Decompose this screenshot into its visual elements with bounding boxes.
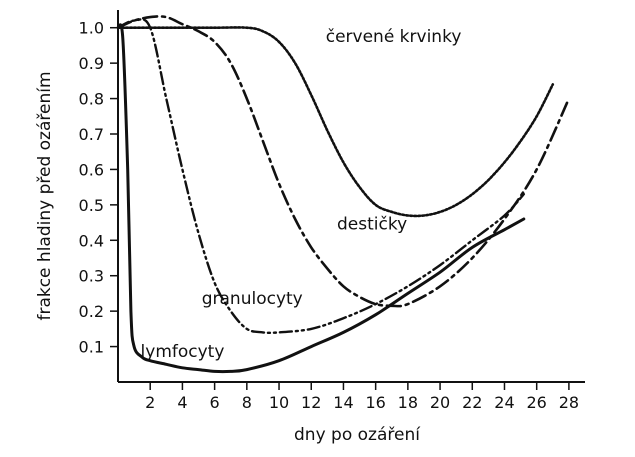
y-tick-label: 0.3 bbox=[79, 267, 104, 286]
y-tick-label: 0.4 bbox=[79, 231, 104, 250]
x-tick-label: 10 bbox=[269, 393, 289, 412]
x-axis-title: dny po ozáření bbox=[294, 425, 421, 445]
x-tick-label: 12 bbox=[301, 393, 321, 412]
x-tick-label: 2 bbox=[145, 393, 155, 412]
y-tick-label: 0.8 bbox=[79, 90, 104, 109]
series-label: destičky bbox=[337, 215, 407, 235]
y-tick-label: 0.5 bbox=[79, 196, 104, 215]
y-tick-label: 0.6 bbox=[79, 160, 104, 179]
series-label: granulocyty bbox=[202, 289, 303, 309]
x-tick-label: 20 bbox=[430, 393, 450, 412]
x-tick-label: 28 bbox=[559, 393, 579, 412]
series-line-0 bbox=[116, 23, 526, 374]
x-tick-label: 22 bbox=[462, 393, 482, 412]
x-tick-label: 26 bbox=[527, 393, 547, 412]
series-group bbox=[116, 15, 571, 374]
ticks: 2 4 6 8 10 12 14 16 18 20 22 24 26 280.10.20.30.40.50… bbox=[79, 19, 580, 412]
y-tick-label: 1.0 bbox=[79, 19, 104, 38]
y-tick-label: 0.1 bbox=[79, 338, 104, 357]
y-tick-label: 0.9 bbox=[79, 54, 104, 73]
x-tick-label: 24 bbox=[494, 393, 514, 412]
series-label: lymfocyty bbox=[141, 342, 225, 362]
series-line-1 bbox=[116, 18, 525, 335]
labels: červené krvinky destičky granulocyty lymfoc… bbox=[141, 27, 462, 362]
series-line-3 bbox=[116, 26, 555, 218]
x-tick-label: 18 bbox=[398, 393, 418, 412]
x-tick-label: 14 bbox=[333, 393, 353, 412]
series-label: červené krvinky bbox=[326, 27, 462, 47]
x-tick-label: 4 bbox=[177, 393, 187, 412]
x-tick-label: 8 bbox=[242, 393, 252, 412]
axes bbox=[117, 10, 585, 383]
y-axis-title: frakce hladiny před ozářením bbox=[35, 71, 55, 320]
x-tick-label: 16 bbox=[365, 393, 385, 412]
y-tick-label: 0.7 bbox=[79, 125, 104, 144]
y-tick-label: 0.2 bbox=[79, 302, 104, 321]
series-line-2 bbox=[116, 15, 571, 308]
x-tick-label: 6 bbox=[210, 393, 220, 412]
